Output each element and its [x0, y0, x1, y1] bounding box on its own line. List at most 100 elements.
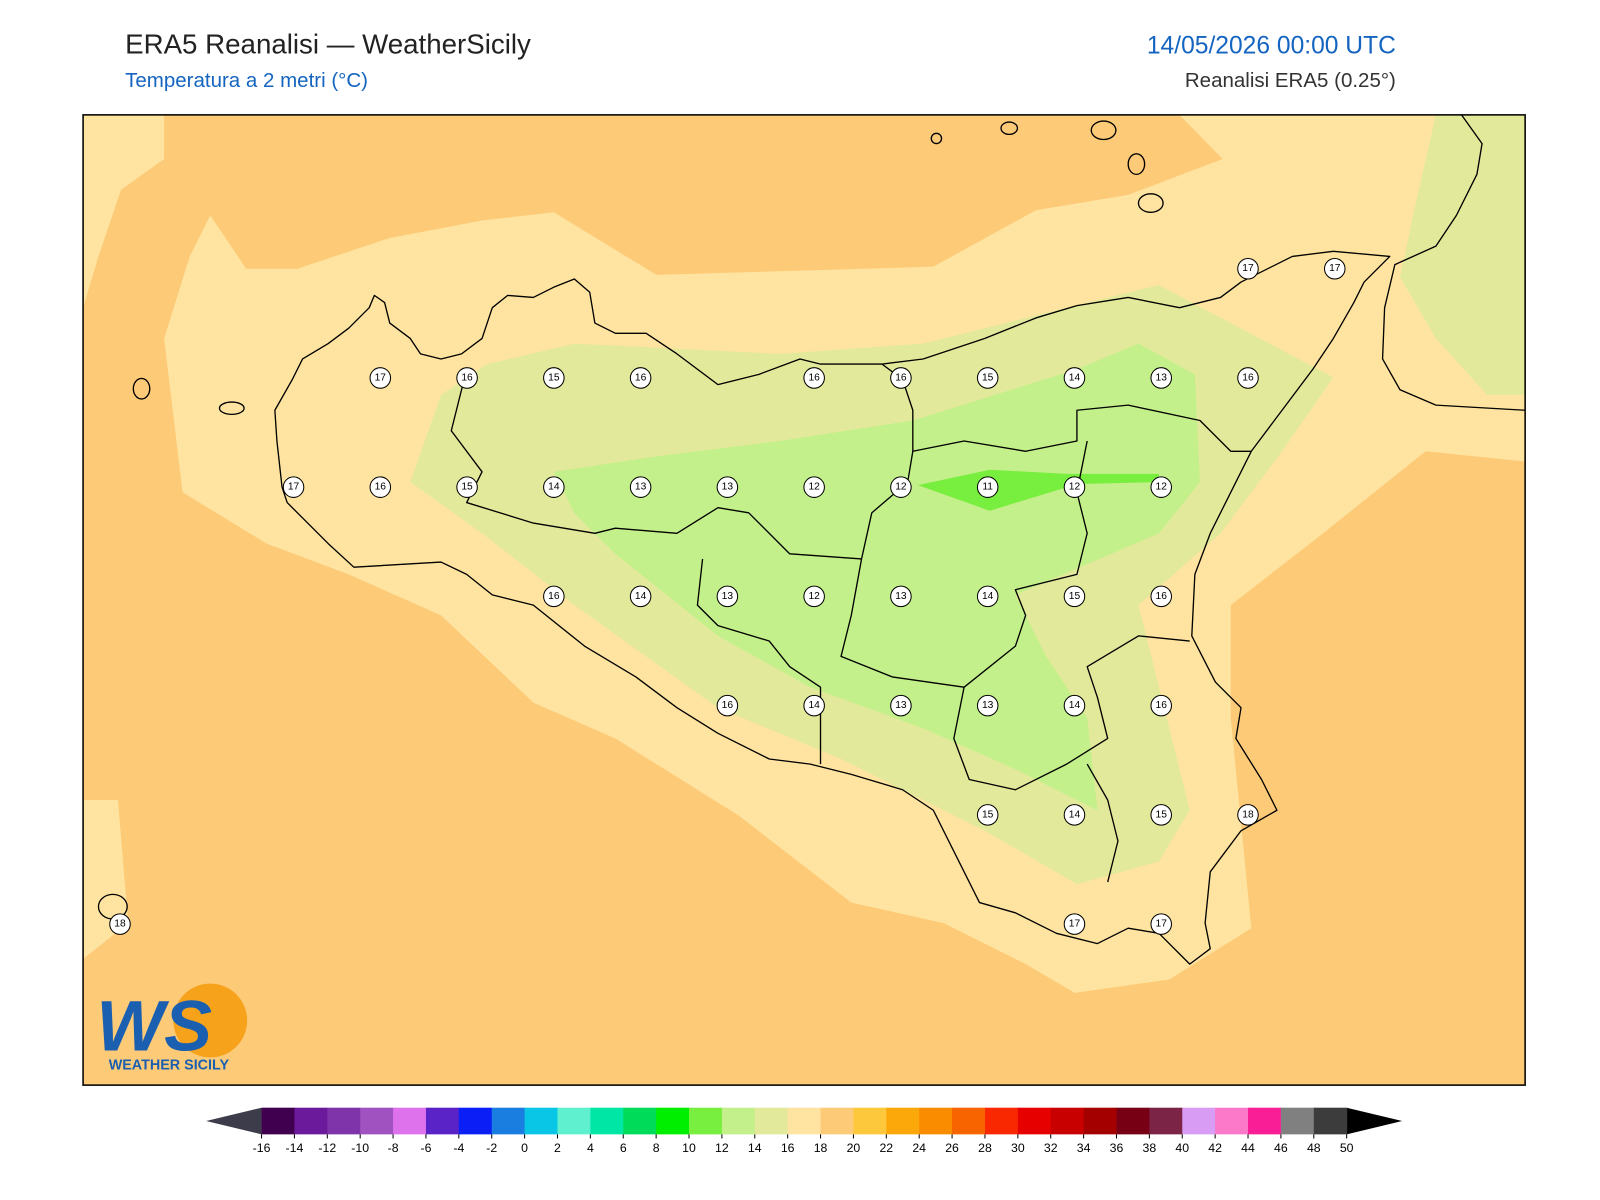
- station: 12: [1063, 476, 1086, 498]
- station-value: 17: [1242, 263, 1254, 274]
- station-value: 11: [982, 482, 993, 493]
- station-marker: [803, 585, 825, 608]
- station-marker: [803, 694, 825, 717]
- station-marker: [716, 694, 739, 717]
- colorbar-bin: [393, 1107, 427, 1135]
- colorbar-bin: [1248, 1107, 1282, 1135]
- station-marker: [1063, 367, 1086, 389]
- station-marker: [890, 585, 912, 608]
- station: 12: [803, 476, 825, 498]
- colorbar-bin: [623, 1107, 657, 1135]
- colorbar-bin: [1215, 1107, 1249, 1135]
- station-value: 13: [635, 482, 647, 493]
- station: 17: [1063, 913, 1086, 935]
- station: 14: [803, 694, 825, 717]
- colorbar-bin: [294, 1107, 328, 1135]
- station-value: 12: [895, 482, 907, 493]
- title: ERA5 Reanalisi — WeatherSicily: [125, 28, 531, 59]
- station: 13: [976, 694, 999, 717]
- coastline: [274, 250, 1391, 965]
- colorbar-bin: [425, 1107, 460, 1135]
- colorbar-bin: [1313, 1107, 1348, 1135]
- station-value: 17: [1329, 263, 1341, 274]
- station-value: 13: [1156, 372, 1168, 383]
- colorbar-tick-label: 22: [879, 1141, 893, 1155]
- station-marker: [1237, 257, 1259, 280]
- station-marker: [976, 804, 999, 826]
- colorbar-tick-label: 48: [1307, 1141, 1321, 1155]
- station-marker: [1150, 476, 1172, 498]
- colorbar-tick-label: 20: [847, 1141, 861, 1155]
- station-marker: [629, 367, 652, 389]
- station: 13: [716, 476, 739, 498]
- colorbar-tick-label: 0: [521, 1141, 528, 1155]
- station: 16: [369, 476, 392, 498]
- station-value: 12: [1156, 482, 1168, 493]
- colorbar-tick-label: 16: [781, 1141, 795, 1155]
- station: 16: [803, 367, 825, 389]
- station-marker: [543, 476, 565, 498]
- station-marker: [716, 476, 739, 498]
- station-value: 16: [461, 372, 473, 383]
- station: 17: [282, 476, 305, 498]
- station-value: 18: [114, 919, 126, 930]
- station-marker: [456, 367, 478, 389]
- island: [930, 132, 943, 145]
- station: 14: [976, 585, 999, 608]
- station-value: 14: [1069, 809, 1081, 820]
- station-marker: [1063, 585, 1086, 608]
- station-marker: [716, 585, 739, 608]
- colorbar-bin: [458, 1107, 493, 1135]
- station-marker: [369, 476, 392, 498]
- station: 13: [629, 476, 652, 498]
- station-marker: [1063, 694, 1086, 717]
- colorbar-tick-label: 12: [715, 1141, 729, 1155]
- station: 11: [976, 476, 999, 498]
- colorbar: -16 -14 -12 -10 -8 -6 -4 -2 0 2 4 6 8 10 12 14 16 18 20 22 2…: [206, 1107, 1403, 1155]
- station: 18: [109, 913, 131, 935]
- station: 12: [890, 476, 912, 498]
- island: [1137, 193, 1164, 213]
- colorbar-tick-label: 38: [1143, 1141, 1157, 1155]
- station-value: 13: [895, 700, 907, 711]
- station-value: 16: [808, 372, 820, 383]
- logo: WS WEATHER SICILY: [96, 983, 248, 1074]
- colorbar-tick-label: 42: [1208, 1141, 1222, 1155]
- station: 16: [1237, 367, 1259, 389]
- station: 14: [629, 585, 652, 608]
- colorbar-tick-label: -16: [253, 1141, 271, 1155]
- station: 12: [1150, 476, 1172, 498]
- station-value: 14: [982, 591, 994, 602]
- logo-mark: WS: [96, 986, 212, 1066]
- colorbar-bin: [984, 1107, 1019, 1135]
- province-border: [912, 404, 1252, 452]
- colorbar-tick-label: 50: [1340, 1141, 1354, 1155]
- station-value: 17: [1156, 919, 1168, 930]
- colorbar-tick-label: -8: [388, 1141, 399, 1155]
- station-value: 12: [808, 591, 820, 602]
- colorbar-bin: [1017, 1107, 1052, 1135]
- station-marker: [1063, 804, 1086, 826]
- colorbar-bin: [1182, 1107, 1216, 1135]
- station-marker: [976, 367, 999, 389]
- island: [1090, 120, 1117, 141]
- source: Reanalisi ERA5 (0.25°): [1185, 69, 1396, 92]
- colorbar-bin: [1050, 1107, 1085, 1135]
- station-marker: [1063, 913, 1086, 935]
- station: 16: [1150, 585, 1172, 608]
- colorbar-bin: [853, 1107, 887, 1135]
- logo-sun: [173, 983, 248, 1058]
- station: 17: [1150, 913, 1172, 935]
- band-16-18: [83, 114, 165, 308]
- station: 18: [1237, 804, 1259, 826]
- colorbar-bin: [886, 1107, 920, 1135]
- logo-text: WEATHER SICILY: [109, 1058, 230, 1074]
- colorbar-tick-label: 30: [1011, 1141, 1025, 1155]
- station-value: 17: [288, 482, 300, 493]
- station-marker: [976, 585, 999, 608]
- station-marker: [629, 476, 652, 498]
- station: 16: [890, 367, 912, 389]
- colorbar-bin: [524, 1107, 558, 1135]
- station: 16: [716, 694, 739, 717]
